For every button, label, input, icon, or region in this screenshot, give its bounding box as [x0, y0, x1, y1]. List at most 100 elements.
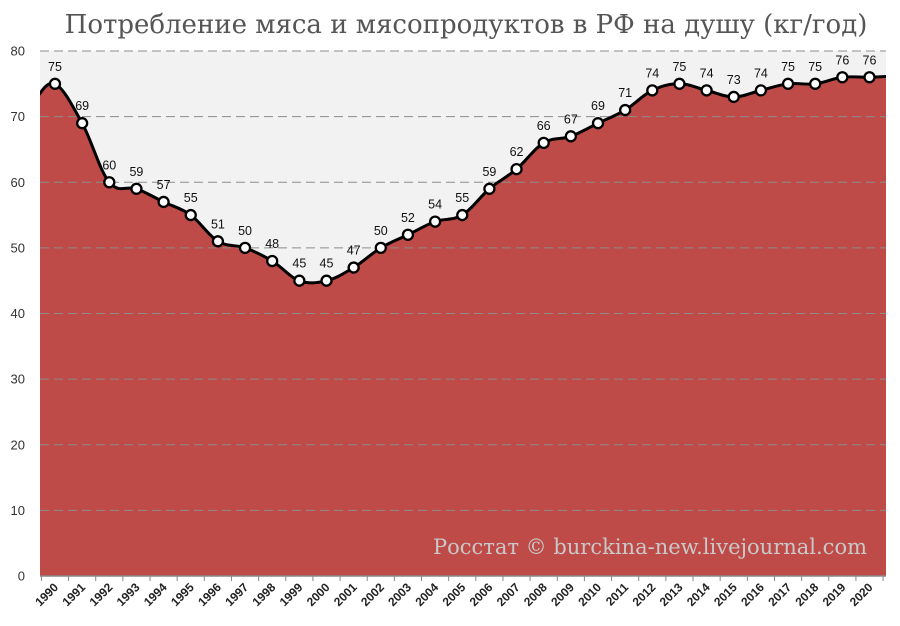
x-tick-label: 2003	[385, 580, 414, 609]
data-label: 47	[347, 244, 361, 258]
x-tick-label: 2006	[467, 580, 496, 609]
data-label: 76	[863, 53, 877, 67]
x-tick-label: 1990	[32, 580, 61, 609]
x-tick-label: 2004	[412, 580, 441, 609]
y-tick-label: 60	[11, 175, 25, 190]
x-tick-label: 2009	[548, 580, 577, 609]
x-tick-label: 2018	[793, 580, 822, 609]
x-tick-label: 2008	[521, 580, 550, 609]
data-label: 55	[455, 191, 469, 205]
data-point	[211, 235, 225, 248]
x-tick-label: 2015	[711, 580, 740, 609]
data-point	[456, 208, 469, 222]
data-point	[754, 84, 768, 97]
data-label: 75	[781, 60, 795, 74]
data-label: 48	[265, 237, 279, 251]
data-point	[48, 77, 62, 90]
x-tick-label: 1991	[59, 580, 88, 609]
x-tick-label: 2002	[358, 580, 387, 609]
data-label: 75	[672, 60, 686, 74]
data-label: 73	[727, 73, 741, 87]
y-tick-label: 40	[11, 306, 25, 321]
data-label: 50	[238, 224, 252, 238]
data-label: 69	[75, 99, 89, 113]
x-tick-label: 2014	[684, 580, 713, 609]
area-fill	[40, 76, 886, 576]
data-point	[483, 182, 496, 195]
data-point	[510, 162, 523, 176]
data-point	[374, 241, 387, 255]
data-point	[863, 71, 876, 84]
data-point	[184, 208, 197, 222]
x-tick-label: 2010	[575, 580, 604, 609]
data-point	[266, 254, 279, 268]
y-tick-label: 30	[11, 372, 25, 387]
data-label: 54	[428, 198, 442, 212]
x-tick-label: 2007	[494, 580, 523, 609]
data-label: 75	[808, 60, 822, 74]
data-point	[836, 71, 849, 84]
data-point	[591, 117, 605, 130]
data-label: 74	[645, 66, 659, 80]
y-tick-label: 80	[11, 44, 25, 59]
x-tick-label: 2017	[765, 580, 794, 609]
x-axis-ticks: 1990199119921993199419951996199719981999…	[32, 580, 876, 609]
x-tick-label: 1996	[195, 580, 224, 609]
data-label: 45	[320, 257, 334, 271]
data-label: 62	[510, 145, 524, 159]
data-point	[646, 84, 659, 97]
x-tick-label: 1995	[168, 580, 197, 609]
data-points	[48, 71, 876, 287]
x-tick-label: 2013	[657, 580, 686, 609]
y-tick-label: 50	[11, 240, 25, 255]
data-point	[401, 228, 415, 241]
y-tick-label: 0	[18, 569, 25, 584]
gridlines	[40, 50, 886, 511]
data-point	[781, 77, 795, 90]
data-label: 71	[618, 86, 632, 100]
data-point	[293, 274, 306, 287]
data-point	[347, 261, 360, 274]
data-point	[76, 117, 89, 130]
data-point	[157, 195, 170, 209]
x-tick-label: 1998	[250, 580, 279, 609]
x-tick-label: 2020	[847, 580, 876, 609]
y-tick-label: 10	[11, 503, 25, 518]
data-label: 75	[48, 60, 62, 74]
data-label: 74	[754, 66, 768, 80]
data-label: 51	[211, 217, 225, 231]
y-tick-label: 70	[11, 109, 25, 124]
data-point	[238, 241, 252, 255]
x-tick-label: 1994	[141, 580, 170, 609]
data-point	[130, 182, 143, 195]
x-tick-label: 2012	[630, 580, 659, 609]
data-label: 50	[374, 224, 388, 238]
data-label: 55	[184, 191, 198, 205]
data-point	[809, 77, 822, 90]
data-point	[673, 77, 686, 90]
x-tick-label: 1999	[277, 580, 306, 609]
data-label: 76	[835, 53, 849, 67]
data-point	[537, 136, 550, 150]
x-tick-label: 2005	[440, 580, 469, 609]
data-label: 69	[591, 99, 605, 113]
data-label: 57	[157, 178, 171, 192]
data-label: 66	[537, 119, 551, 133]
chart-title: Потребление мяса и мясопродуктов в РФ на…	[65, 10, 868, 40]
x-axis	[40, 575, 886, 581]
data-point	[103, 176, 116, 189]
watermark: Росстат © burckina-new.livejournal.com	[433, 535, 867, 559]
y-axis-ticks: 0 10 20 30 40 50 60 70 80	[11, 44, 25, 584]
data-point	[700, 84, 713, 97]
x-tick-label: 2016	[738, 580, 767, 609]
y-tick-label: 20	[11, 437, 25, 452]
x-tick-label: 2000	[304, 580, 333, 609]
data-label: 45	[292, 257, 306, 271]
data-point	[727, 90, 740, 104]
x-tick-label: 2001	[331, 580, 360, 609]
data-point	[428, 215, 442, 228]
data-label: 74	[700, 66, 714, 80]
data-point	[320, 274, 333, 287]
x-tick-label: 2011	[603, 580, 632, 609]
